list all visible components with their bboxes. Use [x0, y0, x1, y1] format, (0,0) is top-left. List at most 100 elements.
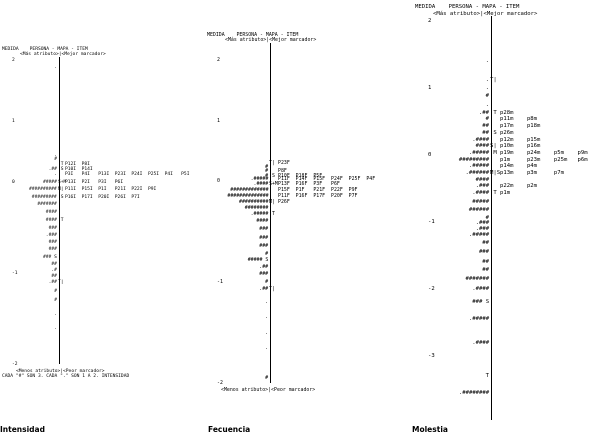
- axis-marker: |: [269, 193, 272, 200]
- axis-tick-label: 1: [428, 85, 432, 91]
- axis-marker: |: [269, 279, 272, 285]
- axis-marker: |: [490, 299, 494, 306]
- item-labels: P23F: [278, 159, 290, 166]
- wright-map-molestia: MEDIDA PERSONA - MAPA - ITEM <Más atribu…: [410, 0, 591, 440]
- axis-tick-label: 2: [12, 58, 15, 63]
- axis-marker: |: [490, 225, 494, 232]
- axis-marker: T|: [58, 280, 64, 286]
- axis-marker: |: [490, 259, 494, 266]
- axis-tick-label: 1: [12, 119, 15, 124]
- item-labels: P8F: [278, 168, 287, 175]
- axis-marker: |: [58, 131, 61, 137]
- axis-tick-label: -1: [217, 279, 223, 285]
- axis-marker: |: [58, 172, 61, 178]
- axis-marker: |: [490, 163, 494, 170]
- item-labels: p11m p8m: [500, 116, 538, 123]
- axis-marker: |: [490, 373, 494, 380]
- item-labels: p17m p18m: [500, 123, 541, 130]
- person-distribution: ##########: [239, 199, 269, 206]
- axis-marker: |T: [58, 161, 64, 167]
- person-distribution: #: [485, 214, 490, 221]
- person-distribution: #: [265, 374, 269, 381]
- person-distribution: .#####: [250, 176, 269, 183]
- axis-marker: |: [490, 389, 494, 396]
- axis-tick-label: 2: [428, 18, 432, 24]
- axis-marker: |: [58, 201, 61, 207]
- axis-marker: |: [490, 68, 494, 75]
- person-distribution: #: [54, 298, 57, 304]
- axis-marker: |: [490, 44, 494, 51]
- person-distribution: T: [485, 373, 490, 380]
- axis-marker: |T: [490, 190, 497, 197]
- item-labels: P10I P14I: [65, 166, 93, 172]
- axis-marker: |: [490, 206, 494, 213]
- person-distribution: #########: [458, 156, 490, 163]
- axis-marker: S|: [490, 143, 497, 150]
- axis-marker: |: [269, 250, 272, 257]
- axis-marker: |: [490, 116, 494, 123]
- axis-marker: |: [490, 249, 494, 256]
- item-labels: P15F P1F P21F P22F P9F: [278, 187, 358, 194]
- axis-marker: |: [490, 18, 494, 24]
- axis-marker: |: [269, 218, 272, 225]
- person-distribution: .: [265, 329, 269, 336]
- axis-marker: |: [269, 314, 272, 321]
- axis-marker: |: [490, 123, 494, 130]
- person-distribution: ###: [259, 226, 269, 233]
- axis-marker: |: [269, 374, 272, 381]
- axis-marker: |: [58, 232, 61, 238]
- person-distribution: .####: [472, 136, 490, 143]
- person-distribution: .###: [475, 220, 490, 227]
- axis-marker: |: [58, 289, 61, 295]
- person-distribution: .####: [472, 286, 490, 292]
- axis-marker: |: [58, 348, 61, 354]
- axis-marker: |: [269, 66, 272, 73]
- axis-marker: |: [269, 359, 272, 366]
- axis-marker: |S: [58, 166, 64, 172]
- person-distribution: ####: [45, 210, 57, 216]
- axis-tick-label: -2: [12, 362, 18, 367]
- axis-marker: |: [58, 152, 61, 158]
- map-header: MEDIDA PERSONA - MAPA - ITEM: [415, 4, 520, 10]
- item-labels: p22m p2m: [500, 183, 538, 190]
- axis-tick-label: 0: [217, 178, 220, 184]
- map-footer: <Menos atributo>|<Peor marcador>: [16, 369, 105, 374]
- axis-marker: |: [58, 334, 61, 340]
- person-distribution: ##############: [227, 193, 269, 200]
- person-distribution: #: [265, 172, 269, 179]
- axis-marker: S+M: [269, 181, 278, 188]
- axis-tick-label: 1: [217, 117, 220, 124]
- person-distribution: #: [265, 168, 269, 175]
- axis-marker: |: [58, 143, 61, 149]
- person-distribution: ###: [259, 234, 269, 241]
- person-distribution: .: [265, 299, 269, 306]
- person-distribution: #: [485, 93, 490, 100]
- person-distribution: ####: [45, 218, 57, 224]
- person-distribution: .: [54, 325, 57, 331]
- axis-marker: |: [58, 85, 61, 91]
- person-distribution: .###: [475, 183, 490, 190]
- item-labels: P12I P8I: [65, 161, 90, 167]
- axis-marker: |: [269, 270, 272, 277]
- map-header: MEDIDA PERSONA - MAPA - ITEM: [2, 47, 88, 52]
- item-labels: P11F P14F P15F P24F P25F P4F: [278, 176, 376, 183]
- person-distribution: ####: [256, 218, 269, 225]
- person-distribution: .####: [253, 181, 269, 188]
- person-distribution: #: [265, 164, 269, 171]
- person-distribution: ##: [482, 267, 490, 274]
- item-labels: p1m: [500, 190, 511, 197]
- person-distribution: .#####: [468, 163, 490, 170]
- person-distribution: .##: [259, 286, 269, 293]
- axis-marker: |: [269, 129, 272, 136]
- person-distribution: #: [54, 157, 57, 163]
- axis-marker: |: [490, 267, 494, 274]
- person-distribution: ##: [482, 259, 490, 266]
- person-distribution: #: [265, 279, 269, 285]
- person-distribution: .#####: [468, 232, 490, 239]
- axis-marker: |: [490, 220, 494, 227]
- person-distribution: #############: [230, 187, 269, 194]
- person-distribution: ###: [48, 240, 57, 246]
- person-distribution: .#####: [468, 149, 490, 156]
- map-footer: <Menos atributo>|<Peor marcador>: [221, 387, 316, 393]
